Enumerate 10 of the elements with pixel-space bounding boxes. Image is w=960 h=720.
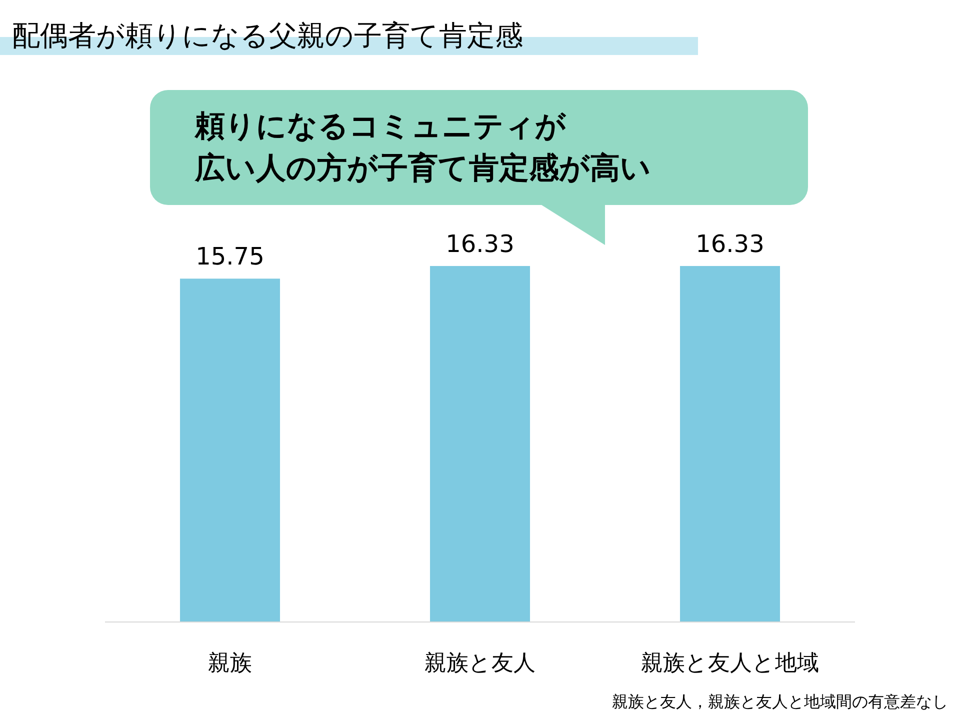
- x-tick-label: 親族と友人と地域: [641, 651, 819, 676]
- chart-title: 配偶者が頼りになる父親の子育て肯定感: [12, 19, 523, 52]
- data-label: 16.33: [696, 230, 764, 258]
- text: 頼りになるコミュニティが: [194, 109, 567, 144]
- text: 広い人の方が子育て肯定感が高い: [194, 151, 651, 186]
- data-label: 15.75: [196, 242, 264, 271]
- x-tick-label: 親族と友人: [424, 651, 536, 676]
- x-tick-label: 親族: [208, 651, 252, 676]
- text: 親族と友人，親族と友人と地域間の有意差なし: [612, 692, 948, 711]
- data-label: 16.33: [446, 230, 514, 258]
